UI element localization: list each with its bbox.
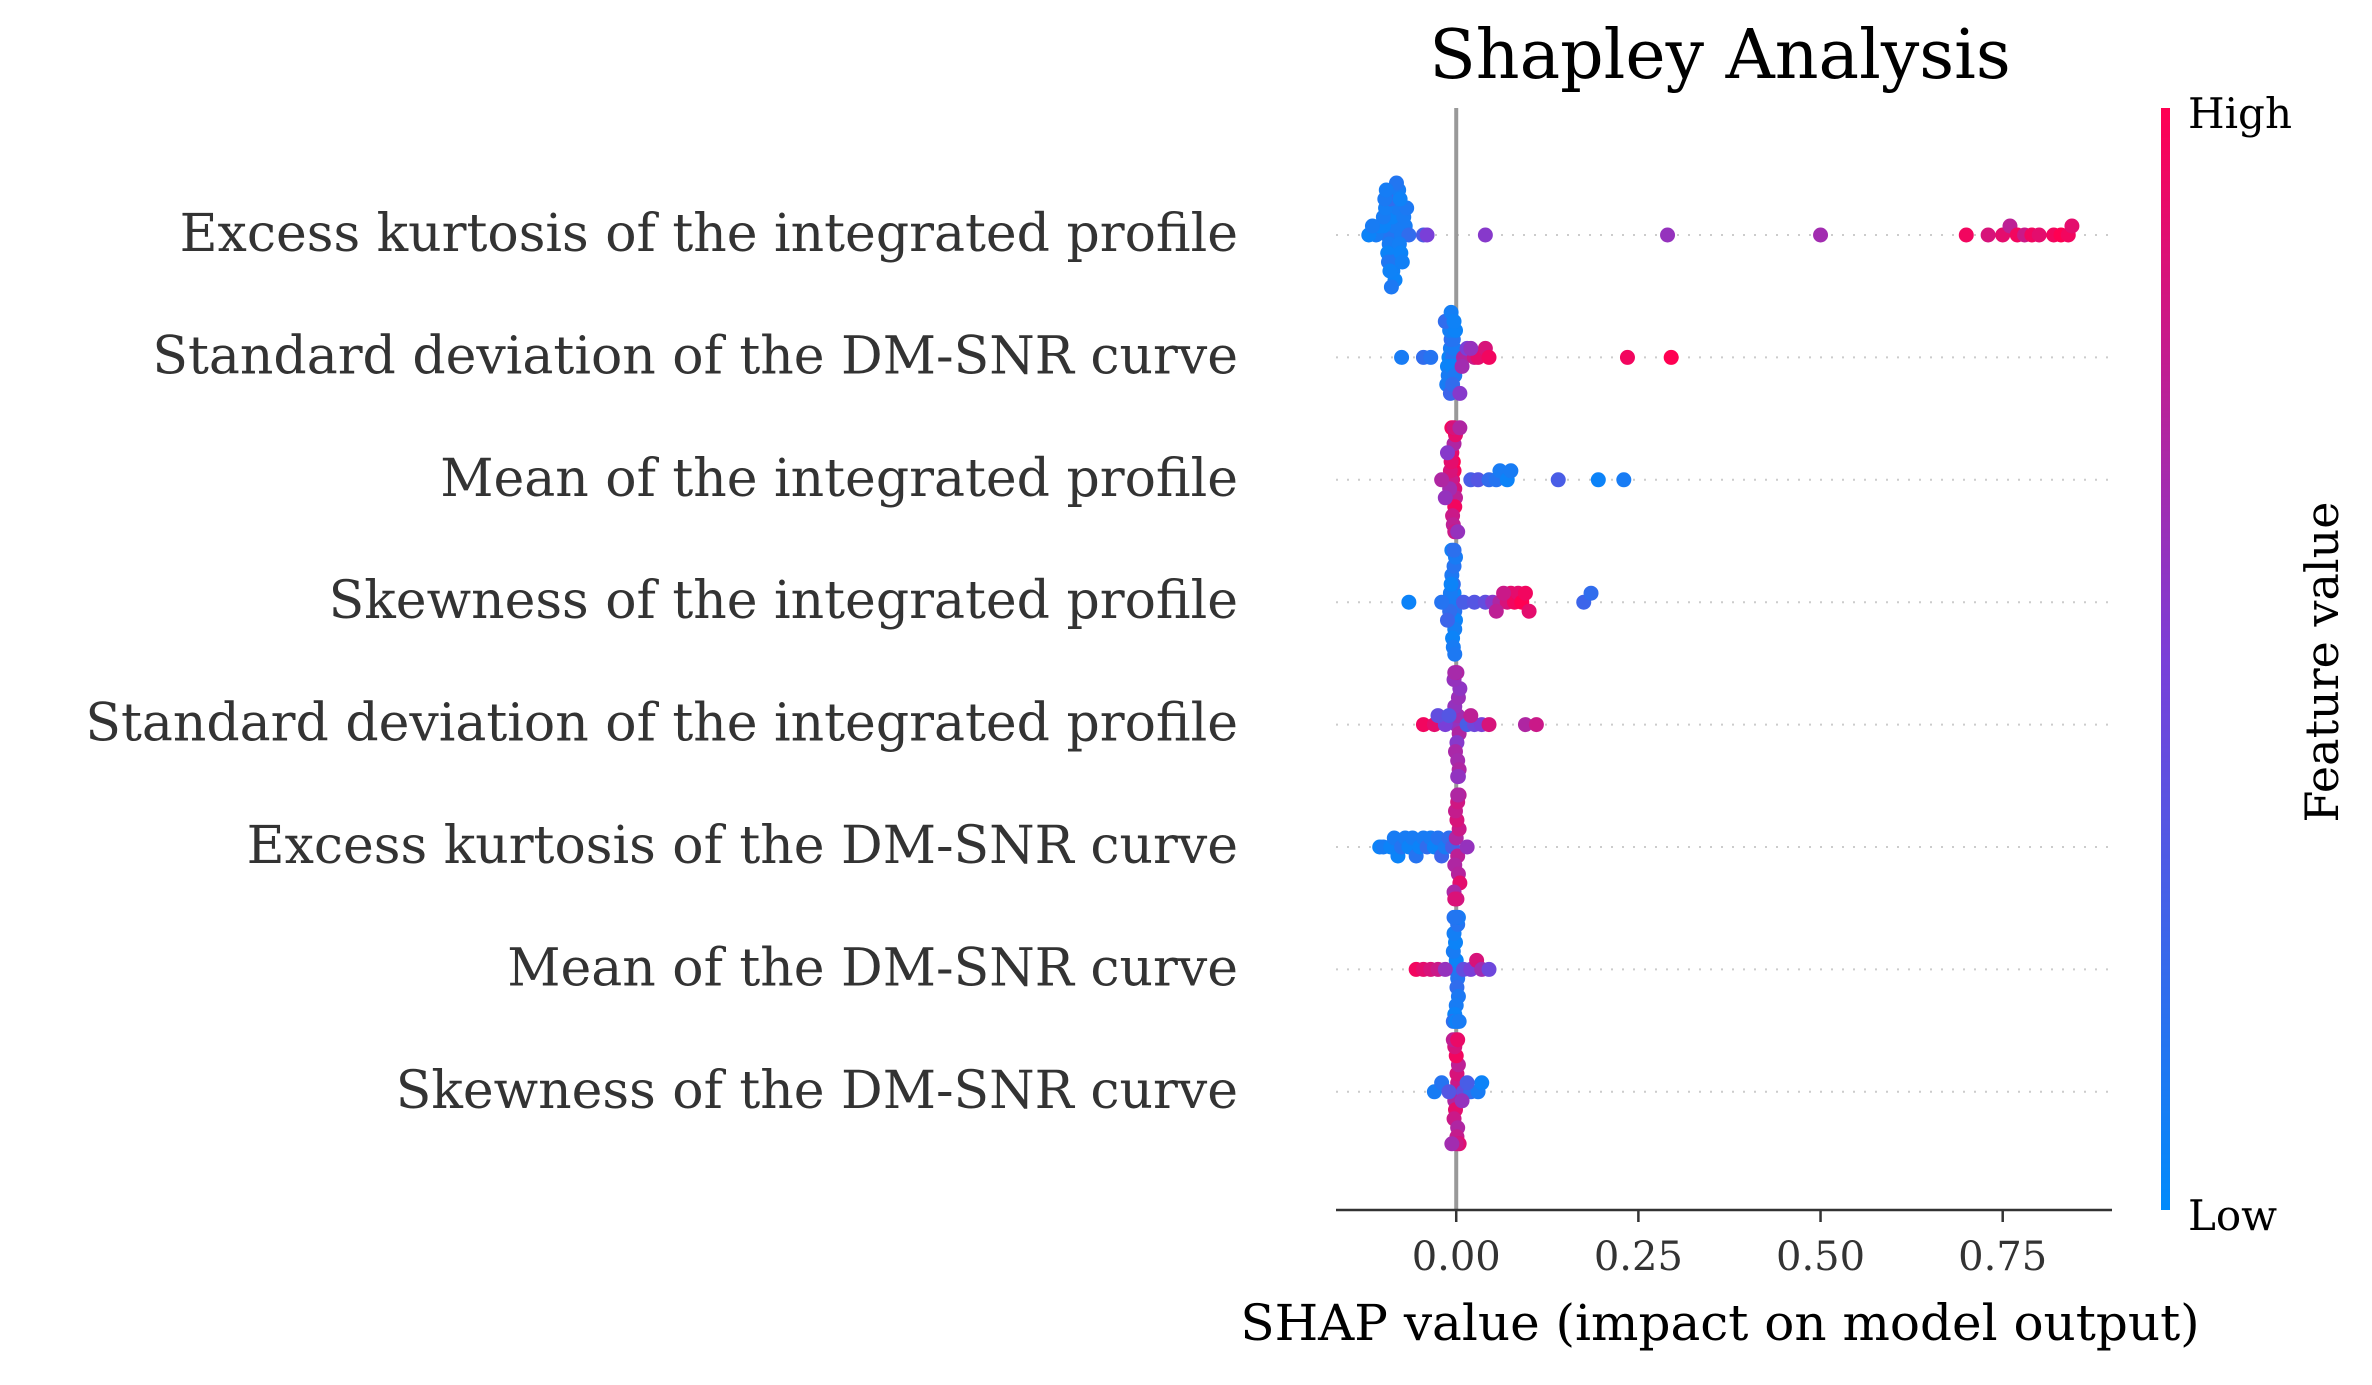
shap-point — [1423, 349, 1439, 365]
shap-point — [1446, 542, 1462, 558]
shap-point — [1450, 524, 1466, 540]
colorbar: High Low Feature value — [2161, 89, 2349, 1240]
shap-point — [1466, 594, 1482, 610]
shap-point — [1419, 227, 1435, 243]
x-tick-label: 0.00 — [1412, 1234, 1501, 1280]
shap-point — [1444, 1136, 1460, 1152]
shap-point — [1401, 594, 1417, 610]
shap-point — [1439, 445, 1455, 461]
shap-point — [1958, 227, 1974, 243]
shap-point — [1663, 349, 1679, 365]
shap-point — [1459, 839, 1475, 855]
shap-point — [1452, 420, 1468, 436]
shap-point — [1450, 1032, 1466, 1048]
shap-point — [1392, 191, 1408, 207]
shap-point — [1521, 603, 1537, 619]
shap-point — [1481, 717, 1497, 733]
shap-point — [1451, 1013, 1467, 1029]
x-tick-label: 0.50 — [1776, 1234, 1865, 1280]
shap-point — [1378, 182, 1394, 198]
shap-point — [1616, 472, 1632, 488]
shap-point — [1434, 472, 1450, 488]
shap-point — [1590, 472, 1606, 488]
shap-point — [1452, 385, 1468, 401]
shap-point — [1813, 227, 1829, 243]
colorbar-high-label: High — [2188, 89, 2292, 138]
shap-point — [1481, 961, 1497, 977]
shap-point — [1443, 576, 1459, 592]
shap-point — [1454, 1093, 1470, 1109]
colorbar-gradient — [2161, 108, 2170, 1210]
shap-point — [1517, 717, 1533, 733]
feature-label: Mean of the integrated profile — [440, 449, 1238, 509]
feature-label: Mean of the DM-SNR curve — [507, 938, 1238, 998]
shap-point — [1434, 594, 1450, 610]
shap-point — [1446, 313, 1462, 329]
shap-point — [1459, 1075, 1475, 1091]
shap-point — [1463, 708, 1479, 724]
shap-point — [1503, 463, 1519, 479]
shap-point — [1660, 227, 1676, 243]
shap-point — [1450, 769, 1466, 785]
shap-point — [1454, 358, 1470, 374]
feature-labels: Excess kurtosis of the integrated profil… — [85, 204, 1238, 1121]
shap-point — [1430, 708, 1446, 724]
x-tick-label: 0.25 — [1594, 1234, 1683, 1280]
colorbar-low-label: Low — [2188, 1191, 2277, 1240]
feature-label: Standard deviation of the integrated pro… — [85, 694, 1238, 754]
shap-point — [1470, 472, 1486, 488]
shap-point — [1450, 787, 1466, 803]
shap-point — [1401, 227, 1417, 243]
x-tick-label: 0.75 — [1958, 1234, 2047, 1280]
shap-point — [1496, 585, 1512, 601]
shap-point — [1488, 603, 1504, 619]
shap-point — [1481, 349, 1497, 365]
shap-point — [1456, 594, 1472, 610]
shap-point — [1528, 717, 1544, 733]
shap-point — [1477, 227, 1493, 243]
feature-label: Standard deviation of the DM-SNR curve — [152, 326, 1238, 386]
shap-point — [1474, 1075, 1490, 1091]
shap-point — [2064, 218, 2080, 234]
shap-point — [1437, 961, 1453, 977]
shap-point — [1619, 349, 1635, 365]
shap-point — [1441, 708, 1457, 724]
colorbar-axis-label: Feature value — [2295, 502, 2349, 823]
shap-point — [1583, 585, 1599, 601]
shap-point — [1980, 227, 1996, 243]
x-ticks: 0.00 0.25 0.50 0.75 — [1412, 1210, 2047, 1280]
shap-point — [1441, 1084, 1457, 1100]
shap-point — [1463, 340, 1479, 356]
shap-point — [1415, 717, 1431, 733]
x-axis: 0.00 0.25 0.50 0.75 — [1336, 1208, 2112, 1280]
shap-point — [1439, 612, 1455, 628]
shap-point — [1394, 254, 1410, 270]
shap-point — [1364, 218, 1380, 234]
shap-point — [1382, 263, 1398, 279]
shap-point — [1383, 279, 1399, 295]
feature-label: Skewness of the DM-SNR curve — [396, 1061, 1238, 1121]
feature-label: Excess kurtosis of the DM-SNR curve — [247, 816, 1238, 876]
shap-points — [1361, 175, 2080, 1152]
shap-point — [1550, 472, 1566, 488]
shap-point — [2031, 227, 2047, 243]
chart-title: Shapley Analysis — [1429, 16, 2011, 95]
shap-point — [1394, 349, 1410, 365]
shap-point — [1447, 891, 1463, 907]
shap-point — [1447, 909, 1463, 925]
shap-point — [1447, 665, 1463, 681]
feature-label: Skewness of the integrated profile — [329, 571, 1238, 631]
feature-label: Excess kurtosis of the integrated profil… — [180, 204, 1238, 264]
shap-point — [1437, 490, 1453, 506]
shap-point — [1447, 646, 1463, 662]
x-axis-label: SHAP value (impact on model output) — [1240, 1294, 2199, 1352]
shap-point — [1517, 585, 1533, 601]
